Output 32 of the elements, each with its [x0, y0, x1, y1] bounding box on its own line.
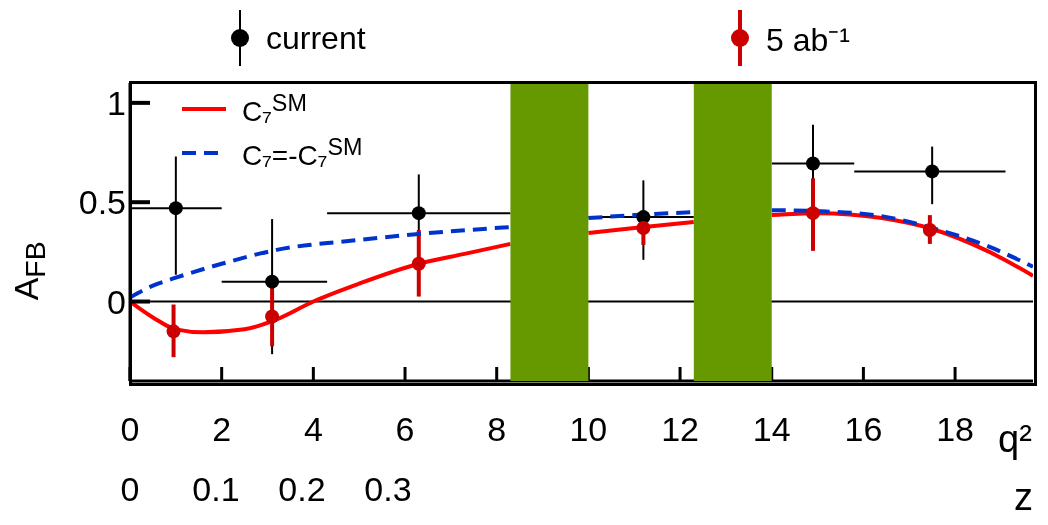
point: [411, 206, 426, 221]
y-tick-label: 0.5: [78, 183, 126, 222]
x-tick-label: 8: [487, 410, 507, 448]
y-tick-label: 0: [107, 282, 126, 321]
x-tick-label: 16: [844, 410, 883, 448]
x-tick-label: 6: [395, 410, 415, 448]
x-tick-label: 2: [212, 410, 232, 448]
x-axis-title: q²: [998, 418, 1032, 461]
x2-axis-title: z: [1014, 476, 1033, 519]
x2-tick-label: 0.2: [278, 470, 326, 508]
point: [411, 256, 426, 271]
point: [805, 156, 820, 171]
point: [265, 309, 280, 324]
point: [265, 274, 280, 289]
y-tick-label: 1: [107, 83, 126, 122]
legend-label: 5 ab⁻¹: [766, 20, 850, 60]
x2-tick-label: 0.3: [364, 470, 412, 508]
x2-tick-label: 0.1: [192, 470, 240, 508]
x-tick-label: 10: [569, 410, 608, 448]
point: [922, 223, 937, 238]
legend-label: C₇=-C₇$^{SM}$: [242, 133, 363, 173]
x-tick-label: 18: [936, 410, 974, 448]
point: [166, 324, 181, 339]
legend-label: current: [266, 19, 366, 57]
point: [636, 221, 651, 236]
legend-label: C₇$^{SM}$: [242, 89, 307, 129]
x-tick-label: 4: [303, 410, 323, 448]
point: [805, 206, 820, 221]
point: [168, 201, 183, 216]
x-tick-label: 14: [752, 410, 791, 448]
point: [925, 164, 940, 179]
x-tick-label: 12: [661, 410, 699, 448]
